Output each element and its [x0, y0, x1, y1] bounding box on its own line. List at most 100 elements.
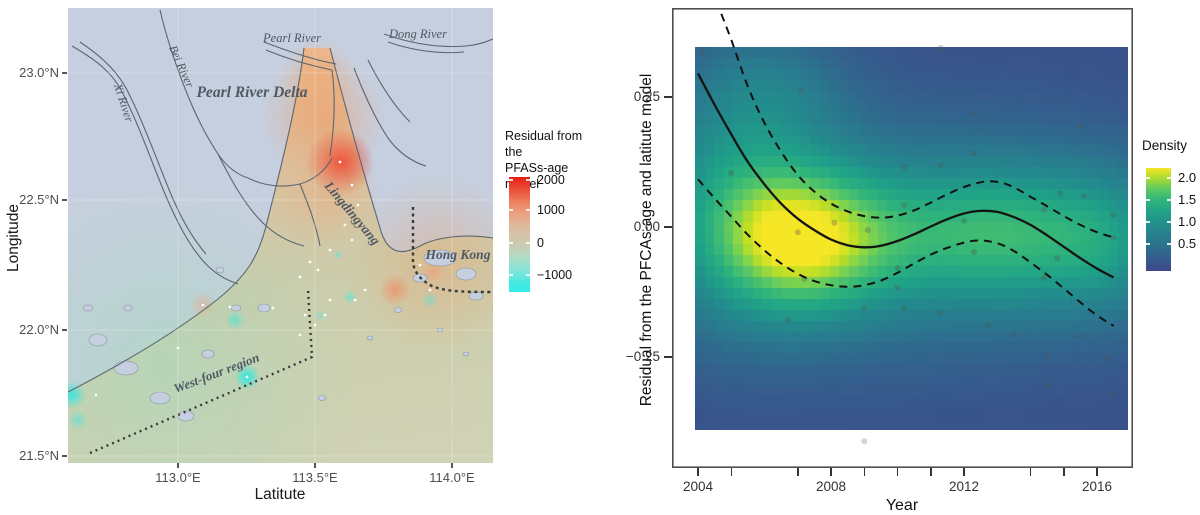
density-y-tick-mark [664, 356, 672, 358]
density-legend-tick-mark [1146, 177, 1150, 179]
scatter-point [1080, 192, 1087, 199]
map-island [462, 351, 470, 357]
west-four-boundary [89, 289, 314, 455]
map-colorbar-tick-mark [509, 209, 513, 211]
scatter-point-outlier [861, 438, 868, 445]
map-y-tick-label: 21.5°N [19, 448, 59, 463]
map-colorbar-tick-label: 0 [537, 236, 544, 250]
scatter-point [894, 265, 901, 272]
density-scatter [698, 45, 1117, 445]
map-sample-point [356, 203, 360, 207]
map-hotspot [68, 410, 88, 430]
map-gridlines [68, 8, 493, 463]
map-sample-point [313, 323, 317, 327]
map-x-tick-mark [177, 463, 179, 468]
map-colorbar-title-line1: Residual from the [505, 129, 583, 159]
map-hotspot [314, 309, 326, 321]
map-panel: Longitude [0, 0, 600, 512]
map-y-tick-mark [62, 455, 67, 457]
scatter-point [1040, 206, 1047, 213]
map-sample-point [418, 263, 422, 267]
map-x-tick-label: 114.0°E [429, 470, 475, 485]
map-island [82, 304, 94, 312]
map-colorbar-tick-mark [509, 274, 513, 276]
density-legend-tick-label: 2.0 [1178, 170, 1197, 185]
density-x-tick-label: 2012 [948, 479, 980, 494]
map-sample-point [328, 248, 332, 252]
map-colorbar-tick-mark [526, 242, 530, 244]
map-island [468, 291, 484, 301]
scatter-point [1010, 331, 1017, 338]
density-y-axis-title: Residual from the PFCAs-age and latitute… [638, 73, 655, 407]
density-panel-border [672, 8, 1133, 468]
map-label-pearl-river: Pearl River [262, 31, 321, 45]
density-legend-tick-label: 1.0 [1178, 214, 1197, 229]
density-x-tick-mark [730, 468, 732, 476]
density-x-tick-mark [896, 468, 899, 476]
map-colorbar-tick-mark [526, 274, 530, 276]
map-colorbar-tick-label: 2000 [537, 173, 565, 187]
map-x-tick-label: 113.5°E [292, 470, 338, 485]
hong-kong-boundary [411, 207, 493, 294]
density-x-tick-mark [1063, 468, 1065, 476]
map-island [423, 249, 457, 267]
density-legend-tick-mark [1167, 199, 1171, 201]
scatter-point [1110, 212, 1117, 218]
map-rivers [68, 9, 493, 393]
map-y-tick-label: 23.0°N [19, 65, 59, 80]
map-hotspot [225, 310, 245, 330]
scatter-point [728, 169, 735, 176]
density-x-tick-label: 2008 [815, 479, 847, 494]
map-sample-point [201, 303, 205, 307]
map-sample-point [353, 298, 357, 302]
map-island [393, 307, 403, 313]
map-label-pearl-river-delta: Pearl River Delta [196, 84, 307, 101]
map-island [177, 410, 195, 422]
map-colorbar-bar [509, 177, 530, 292]
map-label-dong-river: Dong River [388, 27, 447, 41]
map-hotspot [422, 261, 444, 283]
density-x-tick-mark [830, 468, 832, 476]
scatter-point [901, 202, 908, 209]
scatter-point [971, 150, 977, 157]
map-colorbar-tick-label: −1000 [537, 268, 573, 282]
density-overlay [672, 8, 1133, 468]
map-hotspot [421, 291, 439, 309]
scatter-point [971, 249, 977, 255]
map-x-tick-mark [314, 463, 316, 468]
map-sample-point [176, 346, 180, 350]
map-label-hong-kong: Hong Kong [425, 247, 491, 262]
map-colorbar: Residual from the PFASs-age model 200010… [505, 128, 600, 308]
map-sample-point [298, 275, 302, 279]
scatter-point [1077, 332, 1084, 339]
scatter-point [894, 284, 901, 291]
map-y-tick-mark [62, 199, 67, 201]
density-legend-tick-mark [1167, 243, 1171, 245]
map-hotspots [68, 38, 444, 430]
density-x-axis-title: Year [885, 497, 919, 514]
map-boundaries [89, 207, 493, 455]
map-island [88, 333, 108, 347]
scatter-point [698, 49, 705, 56]
density-heatmap [695, 47, 1128, 430]
map-island [123, 304, 133, 312]
density-x-tick-mark [1029, 468, 1032, 476]
scatter-point [831, 219, 838, 226]
map-island [257, 303, 271, 313]
map-hotspot [379, 274, 411, 306]
map-island [230, 304, 242, 312]
gam-ci-lower-line [697, 178, 1115, 327]
map-island [201, 349, 215, 359]
density-x-tick-mark [963, 468, 965, 476]
map-colorbar-tick-mark [526, 209, 530, 211]
map-island [317, 395, 327, 401]
scatter-point [1077, 123, 1084, 130]
map-sea-green-tint [68, 178, 353, 463]
density-y-tick-mark [664, 226, 672, 228]
density-legend-tick-mark [1167, 221, 1171, 223]
scatter-point [794, 229, 801, 236]
gam-smooth-line [696, 73, 1115, 279]
map-colorbar-ticks: 2000 1000 0 −1000 [505, 173, 600, 292]
map-islands [82, 249, 493, 422]
